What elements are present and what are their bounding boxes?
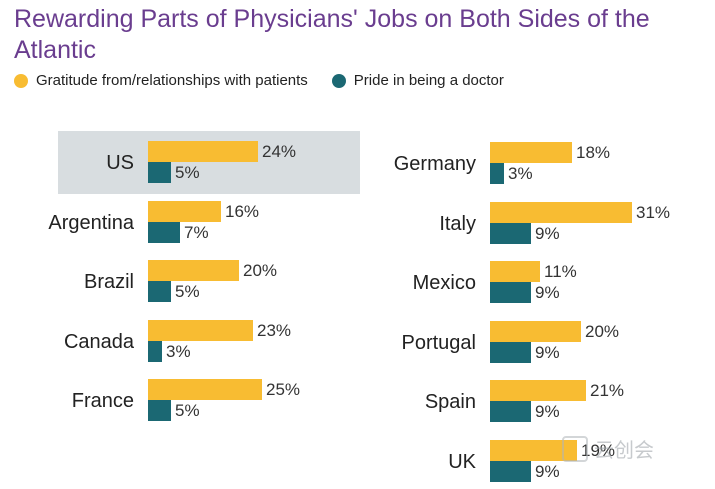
value-label-gratitude-germany: 18% (576, 143, 611, 162)
bar-gratitude-uk (490, 439, 577, 461)
country-label-italy: Italy (439, 212, 476, 235)
value-label-gratitude-france: 25% (266, 380, 301, 399)
value-label-gratitude-uk: 19% (581, 440, 616, 460)
legend-swatch-pride (331, 73, 346, 88)
bar-pride-uk (490, 460, 531, 482)
value-label-gratitude-brazil: 20% (243, 261, 278, 280)
value-label-gratitude-argentina: 16% (225, 201, 260, 221)
country-label-spain: Spain (424, 391, 476, 413)
value-label-gratitude-us: 24% (262, 142, 297, 161)
country-label-france: France (71, 390, 134, 412)
country-label-germany: Germany (393, 153, 476, 175)
bar-pride-portugal (490, 341, 531, 363)
country-label-canada: Canada (63, 330, 134, 353)
value-label-pride-canada: 3% (166, 341, 191, 361)
country-label-portugal: Portugal (401, 331, 477, 354)
value-label-pride-spain: 9% (535, 402, 560, 421)
country-label-brazil: Brazil (83, 271, 134, 293)
country-label-uk: UK (448, 450, 476, 473)
legend-swatch-gratitude (14, 73, 28, 88)
legend-item-pride: Pride in being a doctor (331, 72, 504, 89)
bar-gratitude-spain (490, 380, 586, 401)
bar-pride-germany (490, 163, 504, 184)
value-label-pride-argentina: 7% (184, 222, 209, 242)
bar-pride-spain (490, 401, 531, 422)
country-label-argentina: Argentina (48, 211, 134, 234)
value-label-pride-germany: 3% (508, 164, 533, 183)
bar-pride-argentina (148, 221, 180, 243)
value-label-gratitude-portugal: 20% (585, 321, 620, 341)
legend-item-gratitude: Gratitude from/relationships with patien… (14, 72, 308, 89)
bar-gratitude-brazil (148, 260, 239, 281)
value-label-pride-mexico: 9% (535, 283, 560, 302)
country-label-mexico: Mexico (412, 272, 476, 294)
bar-gratitude-mexico (490, 261, 540, 282)
value-label-gratitude-spain: 21% (590, 381, 625, 400)
value-label-gratitude-mexico: 11% (544, 262, 577, 281)
watermark-logo: 云创会 (562, 434, 654, 463)
value-label-pride-portugal: 9% (535, 342, 560, 362)
bar-pride-italy (490, 222, 531, 244)
bar-pride-france (148, 400, 171, 421)
bar-gratitude-us (148, 141, 258, 162)
value-label-pride-brazil: 5% (175, 282, 200, 301)
legend-label-pride: Pride in being a doctor (353, 72, 504, 89)
value-label-gratitude-italy: 31% (636, 202, 671, 222)
value-label-pride-us: 5% (175, 163, 200, 182)
watermark-icon (562, 435, 588, 462)
bar-pride-us (148, 162, 171, 183)
watermark-text: 云创会 (594, 440, 654, 462)
bar-gratitude-france (148, 379, 262, 400)
bar-gratitude-italy (490, 201, 632, 223)
value-label-pride-italy: 9% (535, 223, 560, 243)
value-label-gratitude-canada: 23% (257, 320, 292, 340)
bar-gratitude-argentina (148, 200, 221, 222)
bar-pride-brazil (148, 281, 171, 302)
country-label-us: US (106, 152, 134, 174)
value-label-pride-uk: 9% (535, 461, 560, 481)
chart-title: Rewarding Parts of Physicians' Jobs on B… (14, 5, 650, 64)
legend-label-gratitude: Gratitude from/relationships with patien… (36, 72, 308, 89)
chart-legend: Gratitude from/relationships with patien… (14, 72, 528, 89)
bar-gratitude-germany (490, 142, 572, 163)
value-label-pride-france: 5% (175, 401, 200, 420)
bar-gratitude-canada (148, 319, 253, 341)
bar-pride-mexico (490, 282, 531, 303)
bar-pride-canada (148, 340, 162, 362)
bar-gratitude-portugal (490, 320, 581, 342)
